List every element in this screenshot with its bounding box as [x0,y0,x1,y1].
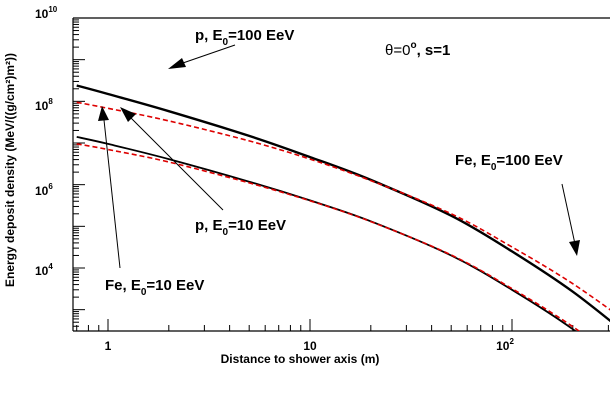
arrow-p-10 [120,107,224,211]
axis-ticks [73,19,609,331]
label-fe-10: Fe, E0=10 EeV [105,277,204,298]
x-tick-label-1: 1 [105,339,112,353]
x-tick-label-100: 102 [496,337,514,353]
y-tick-label-1e4: 104 [35,262,53,278]
x-axis-title: Distance to shower axis (m) [221,352,380,366]
y-tick-label-1e8: 108 [35,97,53,113]
arrow-p-100 [168,44,236,69]
series-p100 [76,84,610,323]
label-p-100: p, E0=100 EeV [195,27,294,48]
y-axis-title: Energy deposit density (MeV/((g/cm²)m²)) [3,53,17,287]
condition-label: θ=0o, s=1 [385,40,450,59]
series-fe100 [76,101,610,311]
label-fe-100: Fe, E0=100 EeV [455,152,563,173]
arrow-fe-10 [98,106,121,269]
arrow-fe-100 [561,183,580,256]
series-fe10 [76,143,581,331]
label-p-10: p, E0=10 EeV [195,217,286,238]
curves [76,84,610,331]
x-tick-label-10: 10 [303,339,317,353]
y-tick-label-1e6: 106 [35,182,53,198]
y-tick-label-1e10: 1010 [35,5,58,21]
